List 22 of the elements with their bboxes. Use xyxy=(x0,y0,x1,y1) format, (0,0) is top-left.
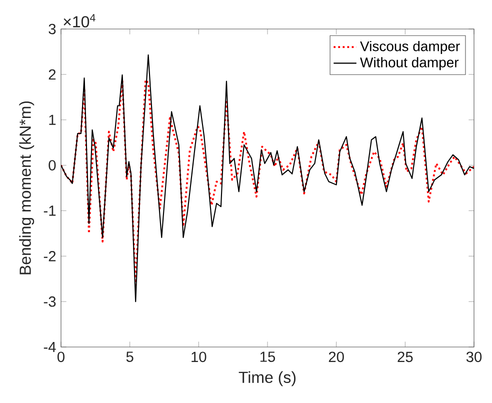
y-tick-label: -4 xyxy=(44,342,56,352)
y-tick-label: 0 xyxy=(48,160,56,170)
y-tick-label: 3 xyxy=(48,24,56,34)
x-tick-label: 0 xyxy=(57,352,64,362)
y-tick-label: -3 xyxy=(44,296,56,307)
x-tick-label: 10 xyxy=(192,352,206,362)
y-axis-title: Bending moment (kN*m) xyxy=(19,101,34,274)
y-tick-label: -1 xyxy=(44,206,56,216)
x-tick-label: 30 xyxy=(466,352,482,362)
x-tick-label: 15 xyxy=(260,352,276,362)
y-tick-label: -2 xyxy=(44,251,56,262)
x-tick-label: 25 xyxy=(398,352,413,362)
y-tick-label: 1 xyxy=(49,114,56,125)
y-tick-label: 2 xyxy=(48,69,56,80)
x-tick-label: 5 xyxy=(126,352,134,362)
legend-label: Viscous damper xyxy=(360,40,460,54)
legend-label: Without damper xyxy=(360,57,459,70)
x-axis-title: Time (s) xyxy=(238,371,296,386)
line-series xyxy=(61,78,474,286)
x-tick-label: 20 xyxy=(328,352,344,362)
line-series xyxy=(61,54,474,302)
text: ×10$^{4}$ xyxy=(64,14,96,28)
